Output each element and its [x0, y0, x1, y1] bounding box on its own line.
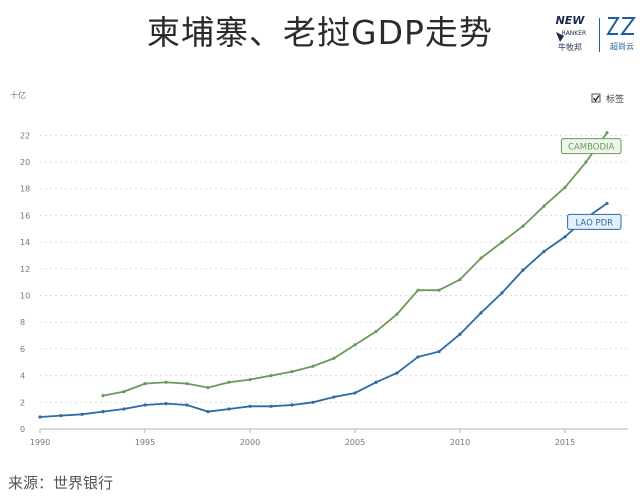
- newranker-cn: 牛牧邦: [558, 42, 582, 52]
- data-point: [605, 131, 609, 135]
- data-point: [416, 355, 420, 359]
- data-point: [269, 374, 273, 378]
- y-axis-unit: 十亿: [10, 90, 26, 100]
- x-tick-label: 2000: [240, 438, 260, 447]
- data-point: [500, 240, 504, 244]
- data-point: [500, 291, 504, 295]
- data-point: [521, 268, 525, 272]
- data-point: [122, 407, 126, 411]
- logo-divider: [599, 18, 600, 52]
- data-point: [185, 382, 189, 386]
- legend-checkbox[interactable]: [591, 93, 601, 103]
- y-tick-label: 10: [20, 292, 30, 301]
- data-point: [290, 370, 294, 374]
- data-point: [227, 407, 231, 411]
- x-tick-label: 1995: [135, 438, 155, 447]
- data-point: [332, 356, 336, 360]
- page-title: 柬埔寨、老挝GDP走势: [147, 13, 493, 52]
- data-point: [563, 235, 567, 239]
- y-tick-label: 14: [20, 238, 30, 247]
- data-point: [206, 386, 210, 390]
- data-point: [353, 391, 357, 395]
- data-point: [59, 414, 63, 418]
- series-layer: [38, 131, 609, 419]
- data-point: [185, 403, 189, 407]
- y-tick-label: 2: [20, 398, 25, 407]
- data-point: [437, 288, 441, 292]
- data-point: [542, 249, 546, 254]
- series-line-lao-pdr: [39, 202, 608, 418]
- data-point: [605, 201, 609, 206]
- data-point: [437, 349, 441, 354]
- gdp-line-chart: 十亿 0 2 4 6 8 10 12 14 16 18 20 22 1990 1995 2000 2005 20…: [10, 90, 628, 447]
- series-line-cambodia: [102, 132, 608, 397]
- y-tick-label: 18: [20, 185, 30, 194]
- data-point: [542, 204, 546, 208]
- source-note: 来源：世界银行: [8, 474, 114, 492]
- data-point: [164, 402, 168, 406]
- data-point: [290, 403, 294, 407]
- data-point: [395, 312, 399, 316]
- data-point: [395, 371, 399, 375]
- y-tick-label: 22: [20, 131, 30, 140]
- data-point: [458, 332, 462, 336]
- svg-text:RANKER: RANKER: [562, 30, 586, 37]
- data-point: [521, 224, 525, 228]
- data-point: [374, 380, 378, 384]
- data-point: [332, 395, 336, 399]
- series-label: CAMBODIA: [568, 143, 615, 153]
- data-point: [206, 410, 210, 414]
- data-point: [479, 311, 483, 315]
- data-point: [248, 404, 252, 408]
- data-point: [374, 329, 378, 334]
- data-point: [563, 185, 567, 190]
- x-tick-label: 1990: [30, 438, 50, 447]
- y-tick-label: 20: [20, 158, 30, 167]
- tick-layer: 0 2 4 6 8 10 12 14 16 18 20 22 1990 1995 2000 2005 2010 2…: [20, 131, 575, 447]
- checkmark-icon: [592, 95, 600, 102]
- data-point: [311, 364, 315, 368]
- data-point: [101, 410, 105, 414]
- y-tick-label: 12: [20, 265, 30, 274]
- data-point: [311, 400, 315, 404]
- data-point: [122, 390, 126, 394]
- data-point: [584, 160, 588, 164]
- zz-logo: 超尚云: [606, 17, 636, 51]
- data-point: [353, 343, 357, 347]
- svg-text:NEW: NEW: [556, 14, 586, 27]
- y-tick-label: 0: [20, 425, 25, 434]
- series-label: LAO PDR: [576, 218, 614, 228]
- data-point: [416, 288, 420, 292]
- x-tick-label: 2005: [345, 438, 365, 447]
- data-point: [143, 403, 147, 407]
- data-point: [248, 378, 252, 382]
- grid-layer: [40, 134, 628, 430]
- data-point: [479, 256, 483, 260]
- legend-checkbox-label: 标签: [606, 93, 624, 105]
- series-label-box: [560, 138, 622, 155]
- data-point: [269, 404, 273, 408]
- series-label-layer: CAMBODIA LAO PDR: [560, 138, 622, 230]
- y-tick-label: 8: [20, 318, 25, 327]
- data-point: [101, 394, 105, 398]
- series-label-box: [567, 213, 622, 230]
- data-point: [164, 380, 168, 384]
- data-point: [80, 412, 84, 416]
- newranker-logo: NEW RANKER 牛牧邦: [556, 14, 587, 52]
- data-point: [227, 380, 231, 384]
- y-tick-label: 16: [20, 211, 30, 220]
- data-point: [143, 382, 147, 386]
- legend-toggle[interactable]: 标签: [591, 93, 624, 105]
- y-tick-label: 4: [20, 372, 25, 381]
- x-tick-label: 2015: [555, 438, 575, 447]
- x-tick-label: 2010: [450, 438, 470, 447]
- y-tick-label: 6: [20, 345, 25, 354]
- data-point: [38, 415, 42, 419]
- z-logo-cn: 超尚云: [610, 41, 634, 51]
- data-point: [458, 277, 462, 282]
